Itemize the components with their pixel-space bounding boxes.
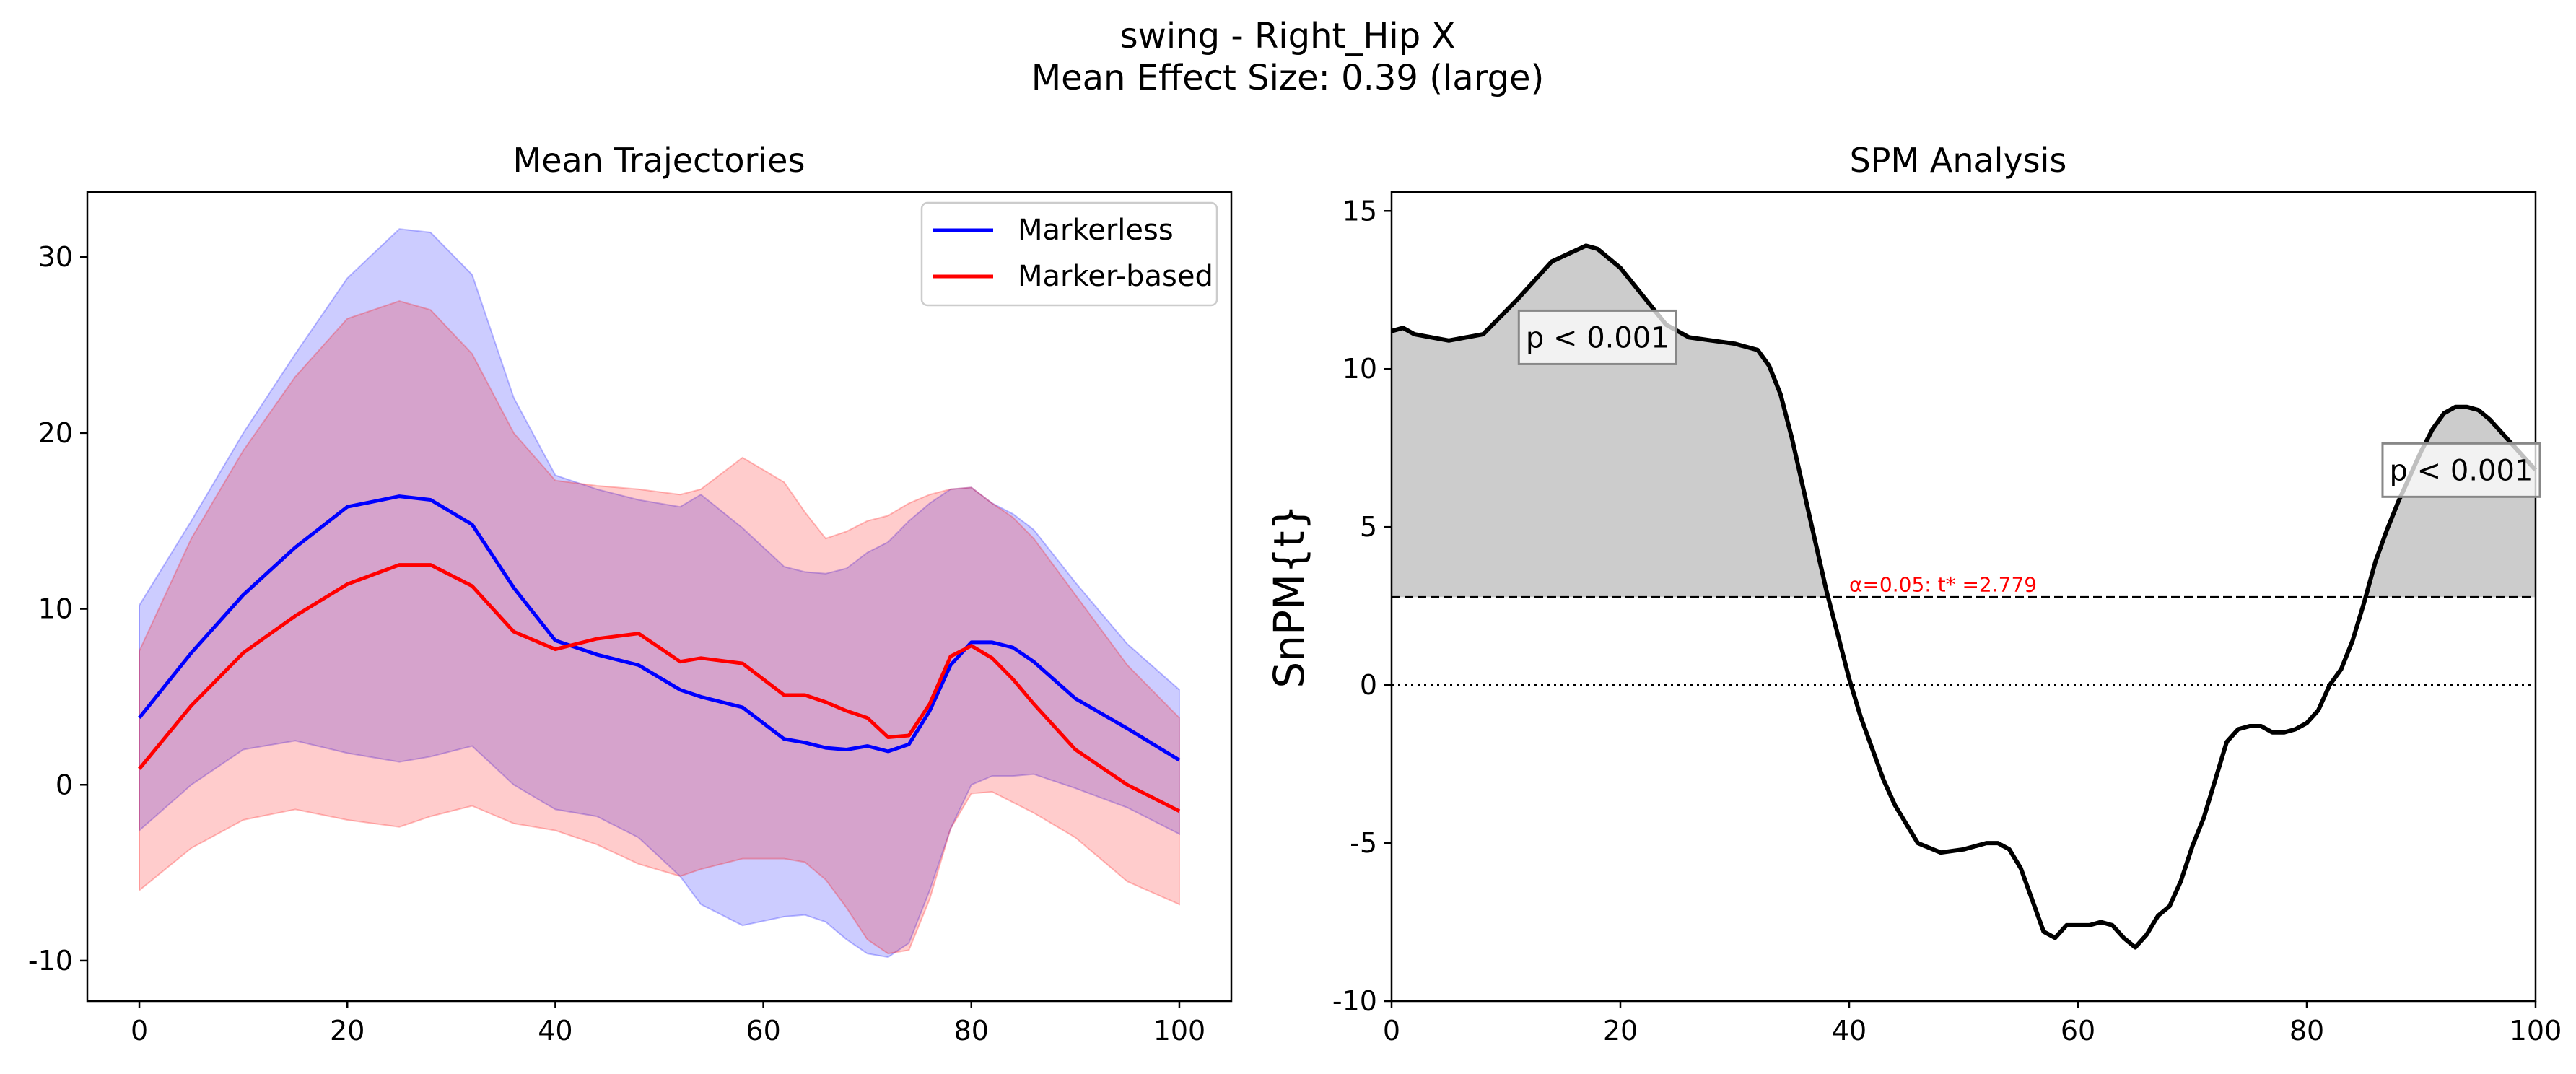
p-value-box <box>1517 309 1677 365</box>
spm-y-axis-label: SnPM{t} <box>1265 504 1314 688</box>
left-x-tick-label: 80 <box>954 1015 989 1047</box>
mean-trajectories-title: Mean Trajectories <box>513 141 805 180</box>
spm-analysis-title: SPM Analysis <box>1850 141 2067 180</box>
right-y-tick-label: -5 <box>1350 827 1377 859</box>
mean-trajectories-axes: 0 20 40 60 80 100 -10 0 10 20 30 <box>28 241 1205 1047</box>
spm-curve <box>1391 243 2538 950</box>
left-y-tick-label: 20 <box>38 417 73 449</box>
left-y-tick-label: 30 <box>38 241 73 273</box>
p-value-annotation: p < 0.001 <box>1526 321 1669 354</box>
band-marker-based <box>139 300 1180 955</box>
right-y-tick-label: 0 <box>1360 669 1377 701</box>
right-y-tick-label: 5 <box>1360 511 1377 543</box>
right-x-tick-label: 0 <box>1383 1015 1400 1047</box>
p-value-annotation: p < 0.001 <box>2390 454 2533 487</box>
suprathreshold-cluster <box>1392 245 1828 598</box>
mean-trajectories-panel: Mean Trajectories 0 20 40 60 80 100 -10 0 10 20 30… <box>28 141 1233 1047</box>
right-y-tick-label: -10 <box>1332 985 1377 1017</box>
right-x-tick-label: 80 <box>2289 1015 2324 1047</box>
band-markerless <box>139 228 1180 959</box>
legend-box <box>920 201 1218 307</box>
left-x-tick-label: 60 <box>746 1015 780 1047</box>
right-x-tick-label: 100 <box>2510 1015 2562 1047</box>
left-y-tick-label: -10 <box>28 945 73 977</box>
left-y-tick-label: 10 <box>38 593 73 625</box>
right-y-tick-label: 10 <box>1342 353 1377 385</box>
legend-label-markerless: Markerless <box>1018 214 1174 247</box>
mean-trajectories-frame <box>86 191 1233 1003</box>
p-value-box <box>2381 442 2541 498</box>
legend: Markerless Marker-based <box>920 201 1218 307</box>
left-x-tick-label: 0 <box>131 1015 148 1047</box>
line-markerless <box>138 494 1181 762</box>
legend-label-marker-based: Marker-based <box>1018 260 1213 293</box>
left-x-tick-label: 100 <box>1153 1015 1206 1047</box>
spm-annotations: p < 0.001 p < 0.001 <box>1517 309 2541 498</box>
spm-axes: 0 20 40 60 80 100 -10 -5 0 5 10 15 <box>1332 195 2562 1047</box>
left-x-tick-label: 20 <box>330 1015 364 1047</box>
right-x-tick-label: 60 <box>2061 1015 2095 1047</box>
line-marker-based <box>138 563 1181 813</box>
figure-title-line2: Mean Effect Size: 0.39 (large) <box>1031 58 1545 98</box>
spm-analysis-panel: SPM Analysis SnPM{t} α=0.05: t* =2.779 0… <box>1265 141 2562 1047</box>
left-x-tick-label: 40 <box>538 1015 572 1047</box>
right-y-tick-label: 15 <box>1342 195 1377 227</box>
figure-title-line1: swing - Right_Hip X <box>1120 16 1456 56</box>
right-x-tick-label: 20 <box>1603 1015 1638 1047</box>
right-x-tick-label: 40 <box>1832 1015 1866 1047</box>
mean-trajectories-plot-area <box>138 228 1181 959</box>
threshold-label: α=0.05: t* =2.779 <box>1849 572 2037 596</box>
spm-frame <box>1390 191 2537 1003</box>
left-y-tick-label: 0 <box>56 769 73 800</box>
